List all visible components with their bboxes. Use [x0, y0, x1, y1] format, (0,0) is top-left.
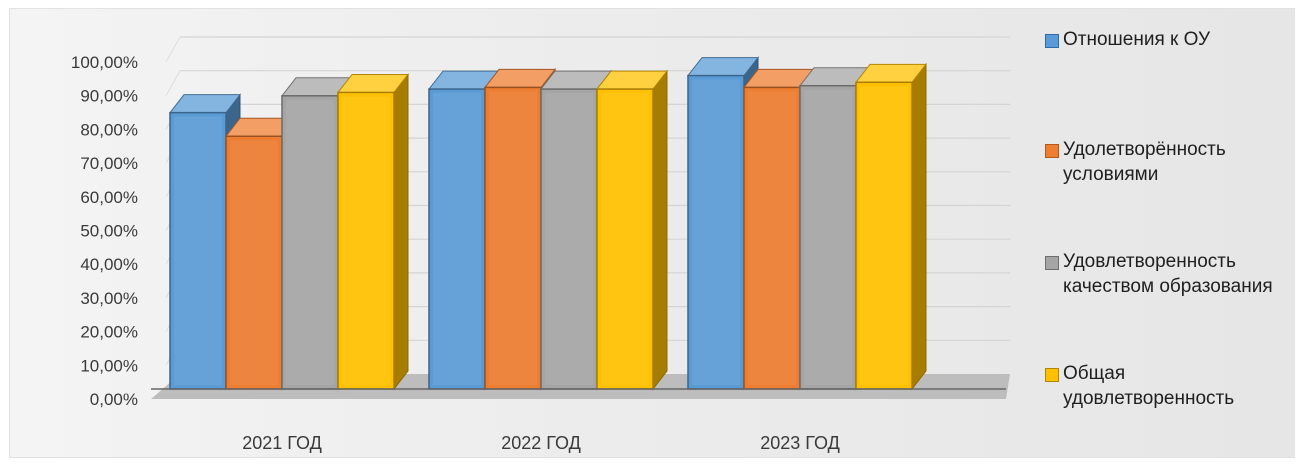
y-tick-label: 80,00% — [80, 120, 138, 139]
legend-label-relations: Отношения к ОУ — [1063, 29, 1211, 50]
legend-label-quality: Удовлетворенность качеством образования — [1063, 251, 1273, 297]
legend-label-conditions: Удолетворённость условиями — [1063, 139, 1226, 185]
y-tick-label: 40,00% — [80, 255, 138, 274]
legend-swatch-conditions — [1045, 144, 1059, 158]
y-tick-label: 70,00% — [80, 154, 138, 173]
bar-side — [911, 62, 927, 391]
bar-highlight — [286, 99, 334, 385]
bar-highlight — [601, 93, 649, 385]
legend-label-overall: Общая удовлетворенность — [1063, 363, 1235, 409]
gridline-depth — [165, 70, 181, 96]
bar-highlight — [230, 140, 278, 385]
bar-highlight — [433, 93, 481, 385]
y-tick-label: 20,00% — [80, 323, 138, 342]
x-tick-label: 2022 ГОД — [501, 433, 581, 453]
bar-highlight — [545, 93, 593, 385]
y-tick-label: 60,00% — [80, 188, 138, 207]
chart-area: 0,00% 10,00% 20,00% 30,00% 40,00% 50,00% 60,00… — [9, 8, 1295, 458]
bar-highlight — [489, 91, 537, 385]
bar-highlight — [692, 79, 740, 385]
x-tick-label: 2021 ГОД — [242, 433, 322, 453]
bar-highlight — [748, 91, 796, 385]
bar-chart: 0,00% 10,00% 20,00% 30,00% 40,00% 50,00% 60,00… — [71, 36, 1010, 453]
x-tick-label: 2023 ГОД — [760, 433, 840, 453]
legend-swatch-quality — [1045, 256, 1059, 270]
y-tick-label: 90,00% — [80, 87, 138, 106]
bar-highlight — [342, 96, 390, 385]
legend-swatch-relations — [1045, 34, 1059, 48]
y-tick-label: 10,00% — [80, 356, 138, 375]
bar-side — [393, 72, 409, 391]
legend-swatch-overall — [1045, 368, 1059, 382]
bar-side — [652, 69, 668, 391]
y-tick-label: 50,00% — [80, 222, 138, 241]
y-tick-label: 30,00% — [80, 289, 138, 308]
bar-highlight — [174, 116, 222, 385]
gridline-depth — [165, 36, 181, 63]
bar-highlight — [860, 86, 908, 385]
bar-highlight — [804, 89, 852, 385]
y-tick-label: 0,00% — [90, 390, 138, 409]
y-tick-label: 100,00% — [71, 53, 138, 72]
